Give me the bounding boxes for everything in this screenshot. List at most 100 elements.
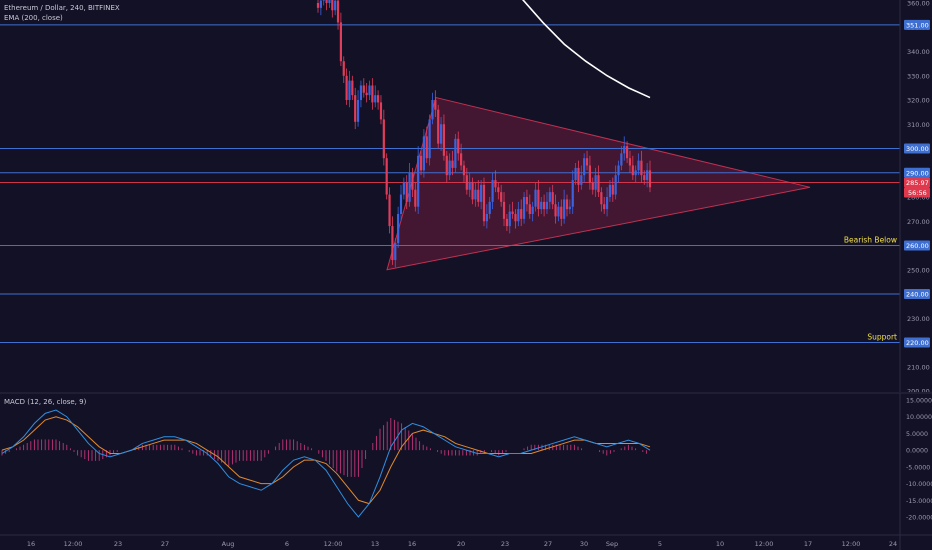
candle-body (457, 138, 460, 154)
candle-body (585, 158, 589, 166)
price-tick-label: 330.00 (907, 72, 930, 80)
time-tick-label: 17 (804, 540, 812, 548)
candle-body (522, 197, 526, 219)
candle-body (631, 165, 634, 176)
candle-body (540, 201, 543, 210)
candle-body (480, 184, 483, 202)
time-axis[interactable]: 16 12:00 23 27 Aug 6 12:00 13 16 20 23 27 30 Sep 5 10 12… (27, 540, 897, 548)
time-tick-label: 24 (889, 540, 897, 548)
candle-body (643, 175, 646, 181)
candle-body (377, 95, 380, 103)
candle-body (563, 199, 566, 219)
candle-body (608, 184, 612, 197)
candle-body (399, 194, 403, 214)
horizontal-levels[interactable] (0, 24, 900, 343)
annotation-label: Bearish Below (844, 236, 897, 245)
macd-grid (0, 392, 932, 550)
candle-body (485, 213, 488, 222)
candle-body (414, 189, 417, 207)
candle-body (497, 187, 500, 193)
macd-legend: MACD (12, 26, close, 9) (4, 397, 86, 407)
candle-body (548, 192, 551, 202)
candle-body (571, 180, 574, 207)
candle-body (439, 124, 443, 144)
level-badge-label: 351.00 (906, 21, 929, 29)
price-tick-label: 200.00 (907, 388, 930, 393)
ema-line (521, 0, 651, 99)
candle-body (411, 172, 414, 190)
price-axis[interactable]: 200.00 210.00 220.00 230.00 240.00 250.00 260.… (899, 0, 930, 393)
candle-body (359, 85, 363, 100)
candle-body (434, 100, 437, 110)
countdown-badge (904, 187, 930, 198)
candle-body (565, 199, 569, 210)
macd-tick-label: -20.0000 (906, 515, 932, 522)
level-badge (904, 289, 930, 299)
candle-body (402, 182, 405, 195)
candle-body (408, 172, 411, 202)
price-chart[interactable]: 200.00 210.00 220.00 230.00 240.00 250.00 260.… (0, 0, 932, 392)
candle-body (468, 182, 471, 190)
candle-body (505, 218, 508, 227)
candle-body (379, 102, 383, 120)
level-badge-label: 240.00 (906, 291, 929, 299)
candle-body (322, 0, 325, 1)
price-tick-label: 270.00 (907, 218, 930, 226)
candle-body (525, 197, 529, 205)
current-price-label: 285.97 (906, 179, 929, 187)
candle-body (597, 175, 600, 193)
time-tick-label: Aug (222, 540, 235, 548)
candle-body (397, 213, 400, 244)
macd-tick-label: -5.0000 (906, 464, 930, 471)
candle-body (328, 0, 331, 3)
level-badge-label: 290.00 (906, 169, 929, 177)
time-tick-label: 12:00 (755, 540, 774, 548)
candle-body (442, 124, 446, 156)
candle-body (640, 160, 643, 176)
price-tick-label: 320.00 (907, 97, 930, 105)
candle-body (545, 201, 549, 210)
candle-body (431, 100, 434, 120)
candle-body (580, 175, 583, 185)
candle-body (626, 146, 629, 159)
candle-body (425, 136, 428, 159)
candle-body (583, 158, 586, 176)
ema-legend[interactable]: EMA (200, close) (4, 14, 63, 22)
time-tick-label: 16 (408, 540, 416, 548)
candle-body (382, 119, 385, 159)
candle-body (577, 167, 580, 185)
candle-body (620, 153, 623, 166)
candle-body (500, 192, 503, 202)
time-tick-label: 16 (27, 540, 35, 548)
candle-body (391, 226, 394, 261)
candle-body (342, 61, 345, 76)
candle-body (623, 146, 626, 154)
symbol-title[interactable]: Ethereum / Dollar, 240, BITFINEX (4, 4, 120, 12)
time-tick-label: 10 (716, 540, 724, 548)
macd-title[interactable]: MACD (12, 26, close, 9) (4, 398, 87, 406)
ema-200-line (521, 0, 651, 99)
price-tick-label: 230.00 (907, 315, 930, 323)
time-tick-label: 12:00 (842, 540, 861, 548)
candle-body (574, 167, 577, 181)
macd-histogram (1, 418, 647, 477)
candle-body (368, 85, 371, 96)
candle-body (451, 160, 454, 168)
candle-body (605, 197, 609, 210)
candle-body (316, 3, 320, 8)
candle-body (494, 180, 497, 188)
candle-body (437, 109, 440, 144)
candle-body (471, 182, 474, 200)
level-badge-label: 300.00 (906, 145, 929, 153)
candle-body (637, 160, 640, 171)
candle-body (465, 175, 468, 190)
macd-axis[interactable]: 15.0000 10.0000 5.0000 0.0000 -5.0000 -10.000… (906, 398, 932, 522)
candle-body (482, 184, 486, 222)
level-badge-label: 220.00 (906, 339, 929, 347)
level-badge-label: 260.00 (906, 242, 929, 250)
annotations: Bearish Below Support (844, 236, 897, 342)
annotation-label: Support (867, 333, 897, 342)
price-tick-label: 360.00 (907, 0, 930, 8)
candle-body (348, 80, 351, 100)
time-tick-label: 23 (114, 540, 122, 548)
